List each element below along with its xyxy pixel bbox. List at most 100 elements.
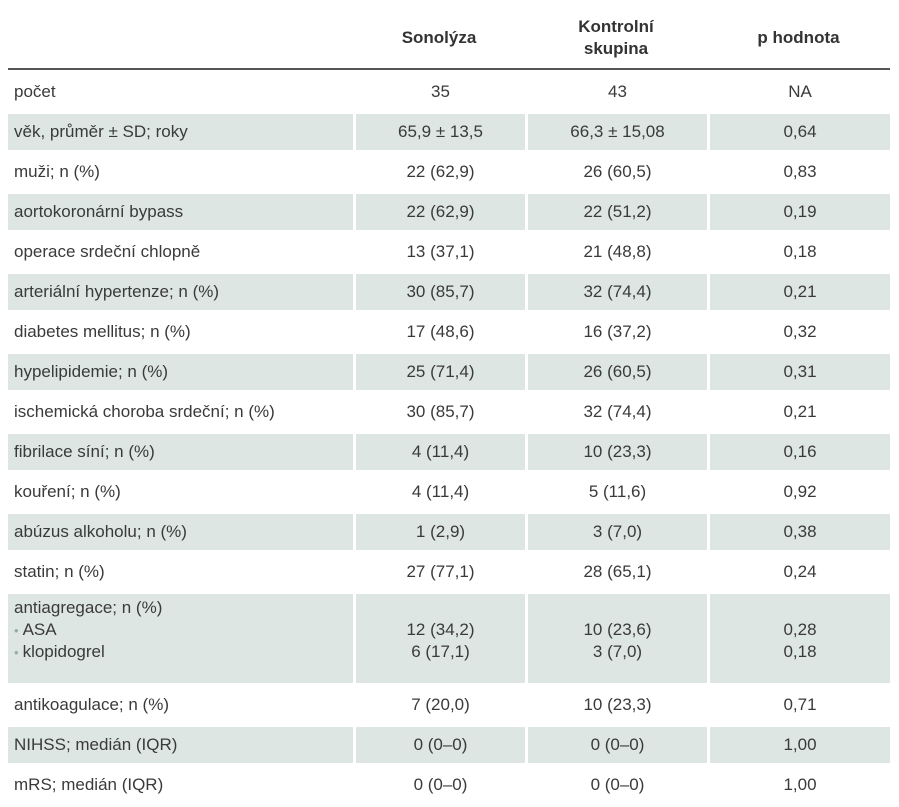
table-row: mRS; medián (IQR) 0 (0–0) 0 (0–0) 1,00 — [8, 767, 890, 803]
cell-p-value: NA — [707, 74, 890, 110]
cell-p-value: 1,00 — [707, 767, 890, 803]
row-label: NIHSS; medián (IQR) — [8, 727, 353, 763]
header-kontrolni: Kontrolní skupina — [525, 12, 707, 64]
header-kontrolni-line1: Kontrolní — [578, 17, 654, 36]
table-row: diabetes mellitus; n (%) 17 (48,6) 16 (3… — [8, 314, 890, 350]
row-label: mRS; medián (IQR) — [14, 775, 164, 794]
cell-sonolyza: 27 (77,1) — [353, 554, 525, 590]
cell-sonolyza: 25 (71,4) — [353, 354, 525, 390]
cell-p-value: 0,31 — [707, 354, 890, 390]
cell-p-value: 0,92 — [707, 474, 890, 510]
row-label: aortokoronární bypass — [8, 194, 353, 230]
bullet-icon: • — [14, 645, 19, 660]
sub-label-asa: ASA — [22, 620, 57, 639]
table-row: hypelipidemie; n (%) 25 (71,4) 26 (60,5)… — [8, 354, 890, 390]
sub-label-klopidogrel: klopidogrel — [22, 642, 105, 661]
cell-sonolyza: 0 (0–0) — [353, 727, 525, 763]
cell-kontrolni: 43 — [525, 74, 707, 110]
cell-p-value: 0,24 — [707, 554, 890, 590]
cell-sonolyza: 30 (85,7) — [353, 394, 525, 430]
table-row: počet 35 43 NA — [8, 74, 890, 110]
header-rule — [8, 68, 890, 70]
cell-sonolyza: 4 (11,4) — [353, 474, 525, 510]
cell-kontrolni: 26 (60,5) — [525, 154, 707, 190]
cell-sonolyza-asa: 12 (34,2) — [406, 620, 475, 639]
cell-p-value: 0,64 — [707, 114, 890, 150]
row-label: arteriální hypertenze; n (%) — [8, 274, 353, 310]
cell-kontrolni: 32 (74,4) — [525, 274, 707, 310]
cell-p-value: 0,19 — [707, 194, 890, 230]
row-label: abúzus alkoholu; n (%) — [8, 514, 353, 550]
header-kontrolni-line2: skupina — [583, 39, 649, 58]
table-row: muži; n (%) 22 (62,9) 26 (60,5) 0,83 — [8, 154, 890, 190]
cell-kontrolni: 21 (48,8) — [525, 234, 707, 270]
header-empty — [8, 12, 353, 64]
header-sonolyza: Sonolýza — [401, 28, 477, 47]
table-row: aortokoronární bypass 22 (62,9) 22 (51,2… — [8, 194, 890, 230]
row-label: fibrilace síní; n (%) — [8, 434, 353, 470]
cell-sonolyza: 30 (85,7) — [353, 274, 525, 310]
cell-kontrolni: 0 (0–0) — [525, 727, 707, 763]
cell-kontrolni: 32 (74,4) — [525, 394, 707, 430]
cell-sonolyza: 1 (2,9) — [353, 514, 525, 550]
row-label: hypelipidemie; n (%) — [8, 354, 353, 390]
cell-sonolyza: 35 — [353, 74, 525, 110]
cell-sonolyza: 12 (34,2) 6 (17,1) — [353, 594, 525, 683]
cell-sonolyza: 0 (0–0) — [353, 767, 525, 803]
data-table: Sonolýza Kontrolní skupina p hodnota poč… — [8, 8, 890, 807]
table-row: statin; n (%) 27 (77,1) 28 (65,1) 0,24 — [8, 554, 890, 590]
cell-sonolyza: 22 (62,9) — [353, 194, 525, 230]
bullet-icon: • — [14, 623, 19, 638]
cell-p-value: 0,83 — [707, 154, 890, 190]
cell-p-value: 0,28 0,18 — [707, 594, 890, 683]
row-label: počet — [14, 82, 56, 101]
cell-kontrolni: 10 (23,6) 3 (7,0) — [525, 594, 707, 683]
cell-sonolyza: 17 (48,6) — [353, 314, 525, 350]
cell-kontrolni-klopidogrel: 3 (7,0) — [592, 642, 643, 661]
row-label: antiagregace; n (%) • ASA • klopidogrel — [8, 594, 353, 683]
row-label: diabetes mellitus; n (%) — [14, 322, 191, 341]
cell-kontrolni: 3 (7,0) — [525, 514, 707, 550]
cell-p-value: 0,21 — [707, 394, 890, 430]
row-label: antikoagulace; n (%) — [14, 695, 169, 714]
cell-p-value: 0,32 — [707, 314, 890, 350]
row-label: statin; n (%) — [14, 562, 105, 581]
cell-p-value-klopidogrel: 0,18 — [783, 642, 817, 661]
table-row: ischemická choroba srdeční; n (%) 30 (85… — [8, 394, 890, 430]
cell-kontrolni-asa: 10 (23,6) — [583, 620, 652, 639]
sub-item-klopidogrel: • klopidogrel — [14, 641, 353, 663]
table-row: abúzus alkoholu; n (%) 1 (2,9) 3 (7,0) 0… — [8, 514, 890, 550]
cell-kontrolni: 16 (37,2) — [525, 314, 707, 350]
table-row: NIHSS; medián (IQR) 0 (0–0) 0 (0–0) 1,00 — [8, 727, 890, 763]
row-label: operace srdeční chlopně — [14, 242, 201, 261]
cell-p-value: 0,16 — [707, 434, 890, 470]
cell-kontrolni: 10 (23,3) — [525, 687, 707, 723]
table-row: arteriální hypertenze; n (%) 30 (85,7) 3… — [8, 274, 890, 310]
cell-sonolyza: 22 (62,9) — [353, 154, 525, 190]
cell-sonolyza: 13 (37,1) — [353, 234, 525, 270]
cell-kontrolni: 0 (0–0) — [525, 767, 707, 803]
cell-sonolyza: 7 (20,0) — [353, 687, 525, 723]
cell-kontrolni: 26 (60,5) — [525, 354, 707, 390]
header-rule-row — [8, 68, 890, 70]
cell-sonolyza: 65,9 ± 13,5 — [353, 114, 525, 150]
table-row: kouření; n (%) 4 (11,4) 5 (11,6) 0,92 — [8, 474, 890, 510]
cell-p-value-asa: 0,28 — [783, 620, 817, 639]
row-label: věk, průměr ± SD; roky — [8, 114, 353, 150]
table-row: věk, průměr ± SD; roky 65,9 ± 13,5 66,3 … — [8, 114, 890, 150]
cell-kontrolni: 10 (23,3) — [525, 434, 707, 470]
cell-p-value: 0,18 — [707, 234, 890, 270]
cell-kontrolni: 5 (11,6) — [525, 474, 707, 510]
table-row: operace srdeční chlopně 13 (37,1) 21 (48… — [8, 234, 890, 270]
header-row: Sonolýza Kontrolní skupina p hodnota — [8, 12, 890, 64]
cell-sonolyza: 4 (11,4) — [353, 434, 525, 470]
cell-p-value: 1,00 — [707, 727, 890, 763]
table-row: antikoagulace; n (%) 7 (20,0) 10 (23,3) … — [8, 687, 890, 723]
cell-p-value: 0,71 — [707, 687, 890, 723]
cell-kontrolni: 28 (65,1) — [525, 554, 707, 590]
cell-kontrolni: 66,3 ± 15,08 — [525, 114, 707, 150]
cell-p-value: 0,38 — [707, 514, 890, 550]
cell-p-value: 0,21 — [707, 274, 890, 310]
row-label: muži; n (%) — [14, 162, 100, 181]
